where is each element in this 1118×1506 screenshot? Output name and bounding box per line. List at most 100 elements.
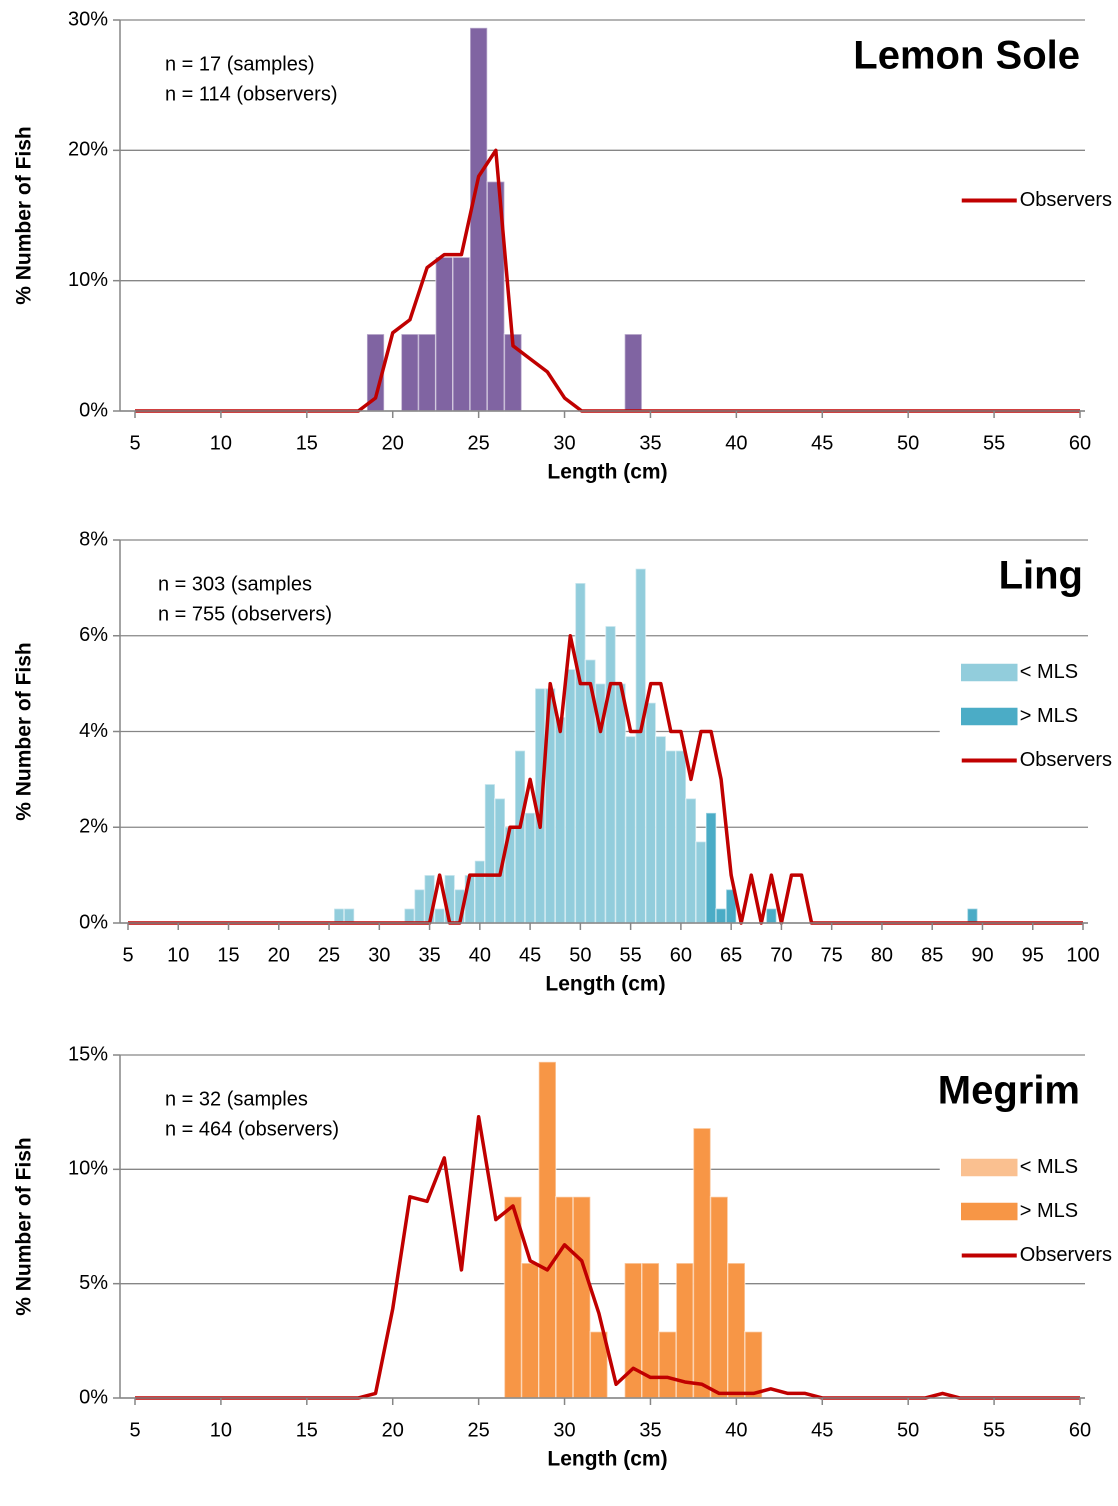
bar	[333, 907, 345, 924]
bar	[343, 907, 355, 924]
x-tick-label: 15	[217, 944, 239, 966]
x-tick-label: 40	[469, 944, 491, 966]
bar	[744, 1330, 763, 1399]
bar	[572, 1196, 592, 1399]
x-tick-label: 55	[620, 944, 642, 966]
x-axis-title: Length (cm)	[547, 461, 667, 484]
y-tick-label: 0%	[79, 1386, 108, 1408]
x-tick-label: 60	[1069, 432, 1091, 454]
annotation: n = 114 (observers)	[165, 83, 338, 105]
legend-label: > MLS	[1020, 705, 1078, 727]
chart-title: Ling	[999, 554, 1083, 598]
annotation: n = 755 (observers)	[158, 603, 332, 625]
bar	[474, 860, 486, 924]
x-tick-label: 90	[971, 944, 993, 966]
bar	[417, 333, 437, 412]
y-tick-label: 8%	[79, 528, 108, 550]
legend-swatch	[961, 1158, 1018, 1177]
x-tick-label: 80	[871, 944, 893, 966]
bar	[634, 567, 647, 924]
legend-swatch	[961, 663, 1018, 682]
x-tick-label: 30	[553, 432, 575, 454]
x-tick-label: 20	[382, 432, 404, 454]
bar	[614, 682, 627, 924]
x-tick-label: 75	[821, 944, 843, 966]
x-tick-label: 30	[368, 944, 390, 966]
x-tick-label: 40	[725, 1419, 747, 1441]
bar	[574, 582, 587, 924]
x-tick-label: 65	[720, 944, 742, 966]
y-tick-label: 6%	[79, 624, 108, 646]
x-tick-label: 70	[770, 944, 792, 966]
x-tick-label: 25	[468, 432, 490, 454]
bar	[709, 1196, 729, 1399]
y-tick-label: 0%	[79, 399, 108, 421]
legend: < MLS > MLS Observers	[939, 1147, 1118, 1276]
x-tick-label: 55	[983, 1419, 1005, 1441]
y-tick-label: 4%	[79, 720, 108, 742]
bar	[623, 333, 643, 412]
bar	[658, 1330, 677, 1399]
y-tick-label: 0%	[79, 911, 108, 933]
legend-label: Observers	[1020, 1244, 1112, 1266]
chart-panel: 0% 5% 10% 15% 5 10 15 20 25 30 35 40 45 50 55 60 Megrim n…	[13, 1043, 1118, 1471]
bar	[765, 907, 778, 924]
x-tick-label: 60	[1069, 1419, 1091, 1441]
bar	[520, 1262, 540, 1399]
bar	[538, 1061, 557, 1399]
bar	[452, 256, 471, 412]
bar	[554, 716, 567, 924]
bar	[555, 1196, 574, 1399]
observer-line	[128, 634, 1083, 925]
x-tick-label: 35	[639, 1419, 661, 1441]
legend-label: Observers	[1020, 749, 1112, 771]
legend-label: > MLS	[1020, 1200, 1078, 1222]
x-tick-label: 95	[1022, 944, 1044, 966]
bar	[524, 812, 536, 924]
y-tick-label: 5%	[79, 1272, 108, 1294]
bar	[400, 333, 420, 412]
x-tick-label: 45	[811, 432, 833, 454]
x-tick-label: 35	[418, 944, 440, 966]
x-tick-label: 10	[210, 432, 232, 454]
bar	[705, 812, 717, 924]
bar	[966, 907, 979, 924]
x-tick-label: 20	[382, 1419, 404, 1441]
bar	[655, 735, 667, 924]
x-tick-label: 50	[897, 432, 919, 454]
x-tick-label: 50	[897, 1419, 919, 1441]
bar	[403, 907, 416, 924]
annotation: n = 32 (samples	[165, 1088, 308, 1110]
bar	[665, 749, 677, 924]
x-tick-label: 15	[296, 1419, 318, 1441]
y-axis-title: % Number of Fish	[13, 1137, 36, 1316]
bar	[434, 256, 454, 412]
x-tick-label: 40	[725, 432, 747, 454]
bar	[675, 1262, 695, 1399]
bar	[685, 797, 697, 924]
x-tick-label: 60	[670, 944, 692, 966]
bar	[675, 749, 687, 924]
bar	[624, 735, 637, 924]
chart-panel: 0% 10% 20% 30% 5 10 15 20 25 30 35 40 45 50 55 60 Lemon …	[13, 8, 1118, 484]
x-tick-label: 35	[639, 432, 661, 454]
bar	[644, 702, 657, 924]
y-tick-label: 15%	[68, 1043, 108, 1065]
bar	[695, 840, 707, 924]
annotation: n = 303 (samples	[158, 573, 312, 595]
observer-line	[135, 148, 1080, 413]
x-tick-label: 25	[468, 1419, 490, 1441]
y-tick-label: 10%	[68, 269, 108, 291]
bar	[433, 907, 446, 924]
x-tick-label: 45	[811, 1419, 833, 1441]
x-tick-label: 20	[268, 944, 290, 966]
y-axis-title: % Number of Fish	[13, 126, 36, 305]
chart-title: Lemon Sole	[853, 34, 1080, 78]
x-tick-label: 5	[129, 1419, 140, 1441]
legend: < MLS > MLS Observers	[939, 652, 1118, 781]
bar	[564, 668, 577, 924]
bar	[469, 27, 488, 412]
bar	[413, 888, 426, 924]
